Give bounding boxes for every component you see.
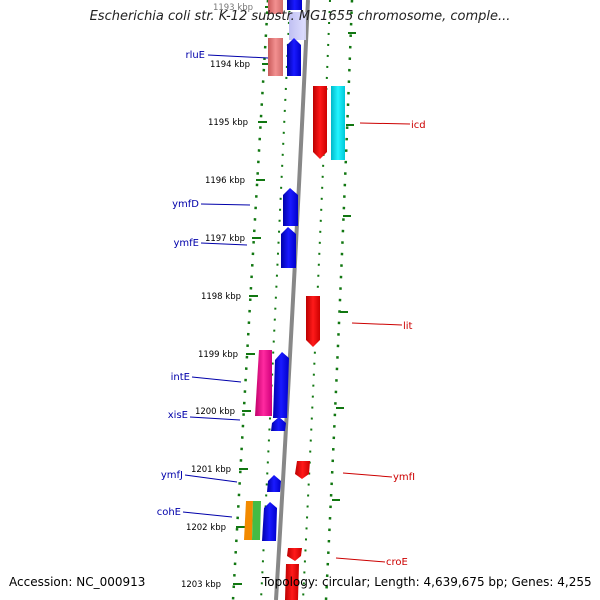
gene-block-ymfI[interactable] xyxy=(295,461,310,479)
kbp-label: 1198 kbp xyxy=(201,292,241,302)
kbp-label: 1196 kbp xyxy=(205,176,245,186)
gene-block-cohE[interactable] xyxy=(244,501,253,540)
kbp-label: 1202 kbp xyxy=(186,523,226,533)
leader-line-xisE xyxy=(189,416,241,421)
gene-label-rluE[interactable]: rluE xyxy=(185,50,205,61)
leader-line-ymfE xyxy=(200,242,248,246)
gene-block-rluE[interactable] xyxy=(268,38,283,76)
gene-block-lit[interactable] xyxy=(306,296,320,347)
gene-block[interactable] xyxy=(262,502,277,541)
leader-line-rluE xyxy=(207,54,269,59)
kbp-label: 1203 kbp xyxy=(181,580,221,590)
gene-label-xisE[interactable]: xisE xyxy=(168,410,188,421)
gene-label-ymfD[interactable]: ymfD xyxy=(172,199,199,210)
gene-block[interactable] xyxy=(252,501,261,540)
leader-line-croE xyxy=(335,557,386,563)
gene-block[interactable] xyxy=(273,352,289,418)
gene-block-croE[interactable] xyxy=(287,548,302,561)
kbp-label: 1199 kbp xyxy=(198,350,238,360)
track-guide-outer-left xyxy=(231,0,270,600)
gene-label-lit[interactable]: lit xyxy=(403,321,413,332)
gene-block-intE[interactable] xyxy=(255,350,272,416)
gene-block-partial-highlight xyxy=(289,12,306,40)
leader-line-icd xyxy=(359,122,411,125)
gene-block[interactable] xyxy=(287,38,301,76)
gene-block-ymfD[interactable] xyxy=(283,188,298,226)
gene-block-icd-partner[interactable] xyxy=(331,86,345,160)
kbp-label: 1195 kbp xyxy=(208,118,248,128)
topology-text: Topology: circular; Length: 4,639,675 bp… xyxy=(262,575,592,589)
gene-label-ymfE[interactable]: ymfE xyxy=(174,238,200,249)
chromosome-backbone xyxy=(274,0,310,600)
kbp-label: 1194 kbp xyxy=(210,60,250,70)
leader-line-lit xyxy=(351,322,403,326)
gene-label-icd[interactable]: icd xyxy=(411,120,426,131)
leader-line-ymfI xyxy=(342,472,393,478)
gene-block-ymfJ[interactable] xyxy=(267,475,281,492)
leader-line-ymfD xyxy=(200,203,251,206)
gene-block-partial[interactable] xyxy=(287,0,302,10)
accession-text: Accession: NC_000913 xyxy=(9,575,146,589)
gene-block[interactable] xyxy=(285,564,299,600)
gene-label-intE[interactable]: intE xyxy=(171,372,190,383)
leader-line-intE xyxy=(191,376,242,383)
kbp-label: 1201 kbp xyxy=(191,465,231,475)
gene-block-icd[interactable] xyxy=(313,86,327,159)
leader-line-cohE xyxy=(182,511,233,518)
track-guides xyxy=(231,0,354,600)
kbp-label: 1200 kbp xyxy=(195,407,235,417)
gene-block-ymfE[interactable] xyxy=(281,227,296,268)
kbp-ticks xyxy=(233,6,356,585)
map-title: Escherichia coli str. K-12 substr. MG165… xyxy=(89,9,511,24)
gene-label-ymfJ[interactable]: ymfJ xyxy=(161,470,183,481)
gene-block-rluE-partial[interactable] xyxy=(268,0,283,14)
leader-line-ymfJ xyxy=(184,474,238,483)
gene-label-croE[interactable]: croE xyxy=(386,557,408,568)
kbp-label: 1197 kbp xyxy=(205,234,245,244)
kbp-label: 1193 kbp xyxy=(213,3,253,13)
gene-block-xisE[interactable] xyxy=(271,417,286,431)
track-guide-outer-right xyxy=(324,0,354,600)
gene-label-cohE[interactable]: cohE xyxy=(157,507,181,518)
gene-label-ymfI[interactable]: ymfI xyxy=(393,472,415,483)
